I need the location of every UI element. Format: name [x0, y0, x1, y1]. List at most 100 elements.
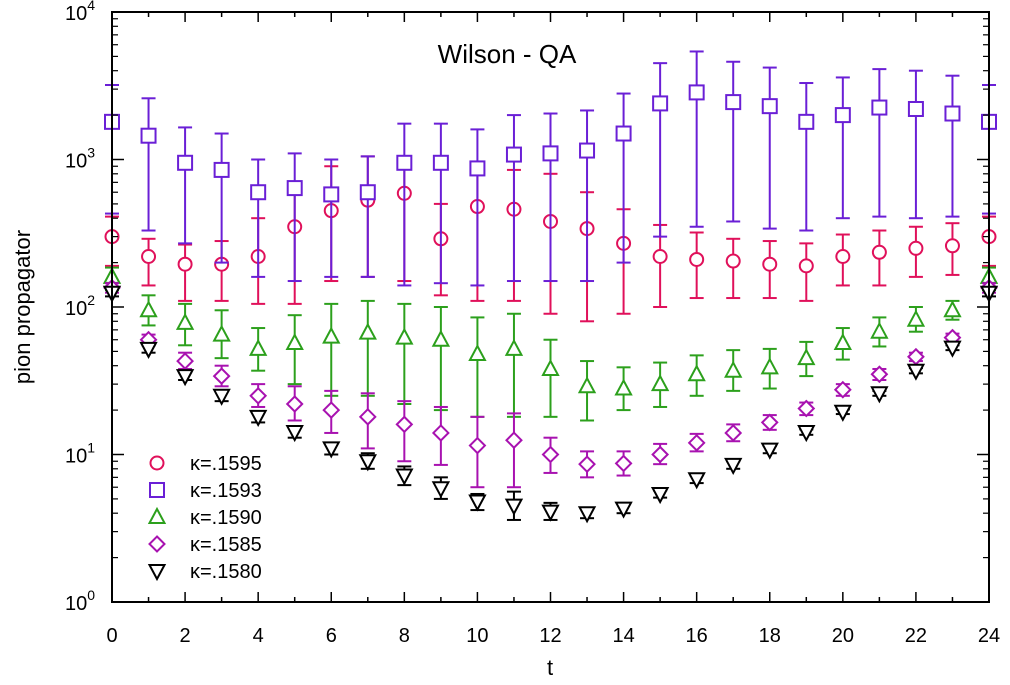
data-point [577, 506, 597, 524]
data-point [248, 338, 268, 356]
data-point [944, 238, 960, 254]
legend: κ=.1595 κ=.1593 κ=.1590 κ=.1585 κ=.1580 [147, 453, 262, 583]
data-point [322, 441, 341, 459]
data-point [870, 386, 889, 404]
x-tick-label: 20 [832, 625, 854, 647]
data-point [688, 84, 705, 101]
data-point [725, 94, 742, 111]
data-point [285, 332, 304, 351]
data-point [870, 321, 889, 339]
axis-ticks [111, 11, 990, 603]
legend-marker [147, 506, 167, 524]
data-point [541, 504, 560, 522]
legend-label: κ=.1590 [190, 507, 262, 529]
data-point [687, 433, 706, 452]
data-point [395, 415, 414, 434]
data-point [943, 300, 962, 318]
y-tick-label: 103 [65, 145, 95, 173]
legend-marker [148, 535, 166, 553]
x-tick-label: 8 [399, 625, 410, 647]
data-point [724, 424, 743, 442]
data-point [212, 388, 231, 406]
data-point [761, 98, 778, 115]
x-tick-label: 18 [759, 625, 781, 647]
data-point [139, 300, 158, 318]
y-tick-label: 101 [65, 440, 95, 468]
series-4 [103, 278, 998, 489]
data-point [651, 445, 670, 464]
data-point [833, 404, 853, 422]
data-point [431, 481, 451, 499]
data-point [579, 142, 596, 159]
data-point [907, 100, 924, 117]
data-point [687, 364, 706, 382]
y-tick-label: 100 [65, 587, 95, 615]
data-point [248, 409, 268, 427]
data-point [395, 468, 414, 486]
data-point [504, 498, 524, 516]
data-point [286, 180, 303, 197]
data-point [650, 486, 670, 505]
data-point [176, 352, 194, 370]
data-point [652, 248, 668, 264]
data-point [906, 309, 926, 327]
x-tick-label: 16 [686, 625, 708, 647]
data-point [431, 424, 450, 442]
legend-label: κ=.1585 [190, 534, 262, 556]
data-point [468, 494, 487, 512]
data-point [906, 363, 926, 381]
data-point [504, 338, 524, 356]
x-tick-label: 0 [106, 625, 117, 647]
data-point [139, 341, 158, 360]
data-point [541, 445, 560, 464]
data-point [212, 367, 231, 386]
data-point [833, 332, 853, 351]
data-point [760, 357, 779, 375]
data-point [359, 184, 376, 201]
data-point [431, 329, 451, 347]
data-point [578, 455, 596, 474]
x-tick-label: 10 [466, 625, 488, 647]
x-tick-label: 4 [253, 625, 264, 647]
x-tick-label: 12 [539, 625, 561, 647]
data-point [652, 95, 669, 112]
data-point [505, 146, 522, 163]
data-point [468, 343, 487, 362]
series-2 [104, 50, 997, 287]
chart-title: Wilson - QA [438, 39, 577, 69]
data-point [505, 431, 523, 450]
data-point [797, 399, 816, 418]
data-point [577, 376, 597, 394]
x-axis-title: t [547, 655, 553, 680]
data-point [762, 256, 778, 272]
legend-label: κ=.1580 [190, 561, 262, 583]
data-point [140, 127, 157, 144]
data-point [797, 348, 816, 366]
data-point [760, 413, 779, 432]
data-point [871, 99, 888, 116]
data-point [798, 258, 814, 274]
data-point [322, 326, 341, 344]
legend-label: κ=.1595 [190, 453, 262, 475]
data-point [285, 425, 304, 443]
data-point [725, 253, 741, 269]
x-tick-label: 6 [326, 625, 337, 647]
legend-label: κ=.1593 [190, 480, 262, 502]
data-point [395, 327, 414, 345]
data-point [249, 386, 268, 405]
data-point [213, 161, 230, 178]
x-tick-label: 24 [978, 625, 1000, 647]
y-axis-title: pion propagator [10, 230, 35, 384]
data-point [687, 472, 706, 490]
x-tick-label: 22 [905, 625, 927, 647]
series-5 [102, 285, 999, 524]
data-point [870, 365, 889, 384]
data-point [358, 407, 377, 426]
data-point [834, 107, 851, 124]
y-tick-label: 104 [65, 0, 95, 25]
data-point [541, 358, 560, 376]
data-point [250, 184, 267, 201]
data-point [396, 154, 413, 171]
data-point [724, 457, 743, 476]
series-layer [102, 50, 999, 524]
